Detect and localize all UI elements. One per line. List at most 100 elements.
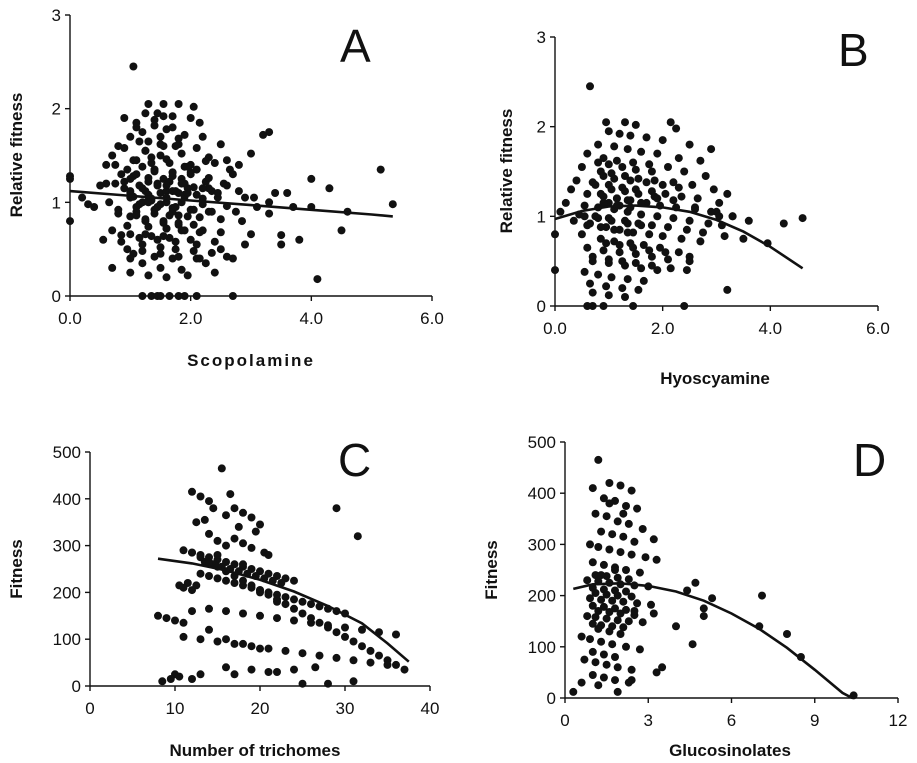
data-point xyxy=(656,243,664,252)
data-point xyxy=(186,114,195,122)
data-point xyxy=(669,214,678,223)
data-point xyxy=(213,536,222,545)
data-point xyxy=(613,591,622,600)
data-point xyxy=(666,264,675,273)
y-tick-label: 1 xyxy=(52,193,61,212)
data-point xyxy=(195,213,204,222)
data-point xyxy=(99,235,108,244)
data-point xyxy=(225,165,234,174)
data-point xyxy=(708,594,717,603)
data-point xyxy=(180,130,189,139)
data-point xyxy=(591,613,600,622)
data-point xyxy=(186,235,195,244)
data-point xyxy=(105,198,114,207)
data-point xyxy=(192,518,201,527)
data-point xyxy=(349,677,358,686)
data-point xyxy=(264,644,273,653)
data-point xyxy=(591,509,600,518)
data-point xyxy=(612,156,621,165)
data-point xyxy=(633,599,642,608)
data-point xyxy=(207,207,216,216)
data-point xyxy=(290,595,298,604)
y-tick-label: 0 xyxy=(547,689,556,708)
data-point xyxy=(358,642,366,651)
data-point xyxy=(234,160,243,169)
data-point xyxy=(138,184,147,193)
data-point xyxy=(580,201,589,210)
data-point xyxy=(666,118,675,127)
data-point xyxy=(594,158,603,167)
data-point xyxy=(196,635,205,644)
data-point xyxy=(210,237,219,246)
data-point xyxy=(720,232,729,241)
data-point xyxy=(597,527,606,536)
data-point xyxy=(247,581,256,590)
data-point xyxy=(126,174,135,183)
data-point xyxy=(376,165,385,174)
data-point xyxy=(313,275,322,284)
data-point xyxy=(123,245,132,254)
data-point xyxy=(611,676,619,685)
data-point xyxy=(653,149,662,158)
data-point xyxy=(120,177,129,186)
x-tick-label: 6.0 xyxy=(866,319,890,338)
data-point xyxy=(179,583,188,592)
data-point xyxy=(647,167,656,176)
data-point xyxy=(96,181,105,190)
data-point xyxy=(596,189,605,198)
data-point xyxy=(228,254,237,263)
x-tick-label: 4.0 xyxy=(300,309,324,328)
data-point xyxy=(168,112,177,121)
data-point xyxy=(677,234,686,243)
data-point xyxy=(247,642,256,651)
data-point xyxy=(141,109,150,118)
data-point xyxy=(392,660,400,669)
data-point xyxy=(251,527,260,536)
data-point xyxy=(117,237,126,246)
data-point xyxy=(230,504,239,513)
data-point xyxy=(616,548,625,557)
data-point xyxy=(195,118,204,127)
data-point xyxy=(583,612,592,621)
data-point xyxy=(577,230,586,239)
data-point xyxy=(324,621,332,630)
y-tick-label: 0 xyxy=(52,287,61,306)
data-point xyxy=(150,252,159,261)
data-point xyxy=(205,572,213,580)
data-point xyxy=(594,543,603,551)
data-point xyxy=(108,151,117,160)
panel-letter: B xyxy=(838,24,869,76)
data-point xyxy=(622,587,630,596)
data-point xyxy=(120,114,129,122)
data-point xyxy=(669,196,678,205)
data-point xyxy=(196,492,205,501)
data-point xyxy=(132,118,141,127)
data-point xyxy=(332,628,341,637)
fit-curve xyxy=(554,204,804,270)
fit-curve xyxy=(573,581,853,700)
data-point xyxy=(222,541,230,550)
data-point xyxy=(168,168,177,177)
data-point xyxy=(709,185,718,194)
data-point xyxy=(607,216,616,225)
data-point xyxy=(682,225,691,234)
data-point xyxy=(613,573,622,582)
data-point xyxy=(90,203,99,211)
data-point xyxy=(594,681,603,690)
data-point xyxy=(400,665,409,674)
data-point xyxy=(239,508,247,517)
data-point xyxy=(150,121,159,130)
data-point xyxy=(588,601,597,610)
data-point xyxy=(159,232,168,241)
data-point xyxy=(613,517,622,526)
data-point xyxy=(637,210,646,219)
data-point xyxy=(159,112,168,121)
x-tick-label: 0 xyxy=(85,699,94,718)
data-point xyxy=(649,609,658,618)
data-point xyxy=(273,668,281,676)
data-point xyxy=(661,189,670,198)
data-point xyxy=(701,172,710,180)
data-point xyxy=(186,170,195,179)
data-point xyxy=(162,224,171,233)
y-tick-label: 400 xyxy=(53,490,81,509)
